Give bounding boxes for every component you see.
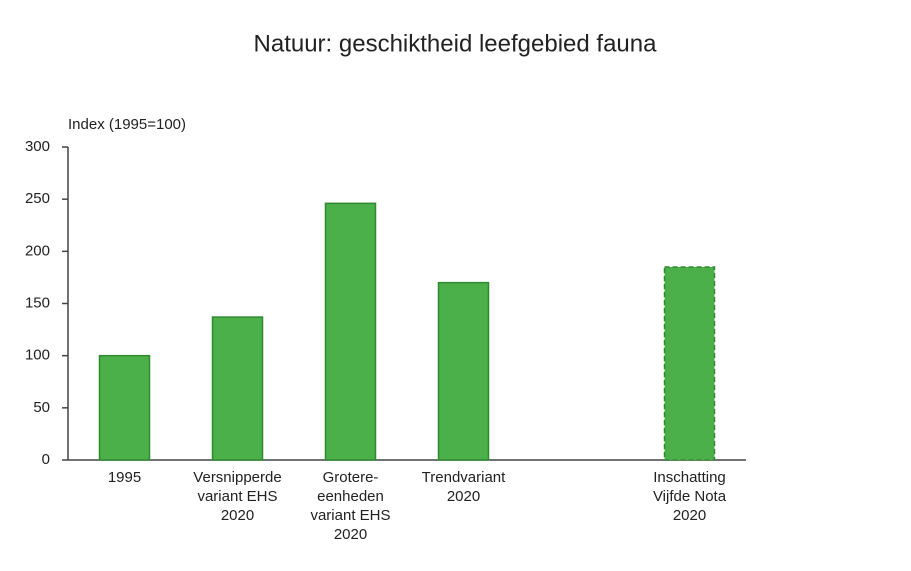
bar <box>324 202 377 461</box>
y-tick-label: 0 <box>42 451 50 468</box>
y-tick-label: 50 <box>33 399 50 416</box>
chart-title: Natuur: geschiktheid leefgebied fauna <box>254 30 658 57</box>
x-tick-label: Grotere-eenheden variant EHS 2020 <box>310 469 390 543</box>
x-tick-label: 1995 <box>108 469 141 486</box>
y-tick-label: 200 <box>25 242 50 259</box>
y-tick-label: 100 <box>25 347 50 364</box>
bar <box>663 266 716 461</box>
bar <box>98 354 151 461</box>
y-tick-label: 150 <box>25 294 50 311</box>
x-tick-label: Trendvariant 2020 <box>422 469 506 505</box>
y-axis-label: Index (1995=100) <box>68 116 186 133</box>
y-tick-label: 300 <box>25 138 50 155</box>
bar <box>437 281 490 461</box>
y-tick-label: 250 <box>25 190 50 207</box>
x-tick-label: Versnipperde variant EHS 2020 <box>193 469 281 524</box>
bar <box>211 316 264 461</box>
x-tick-label: Inschatting Vijfde Nota 2020 <box>653 469 727 524</box>
